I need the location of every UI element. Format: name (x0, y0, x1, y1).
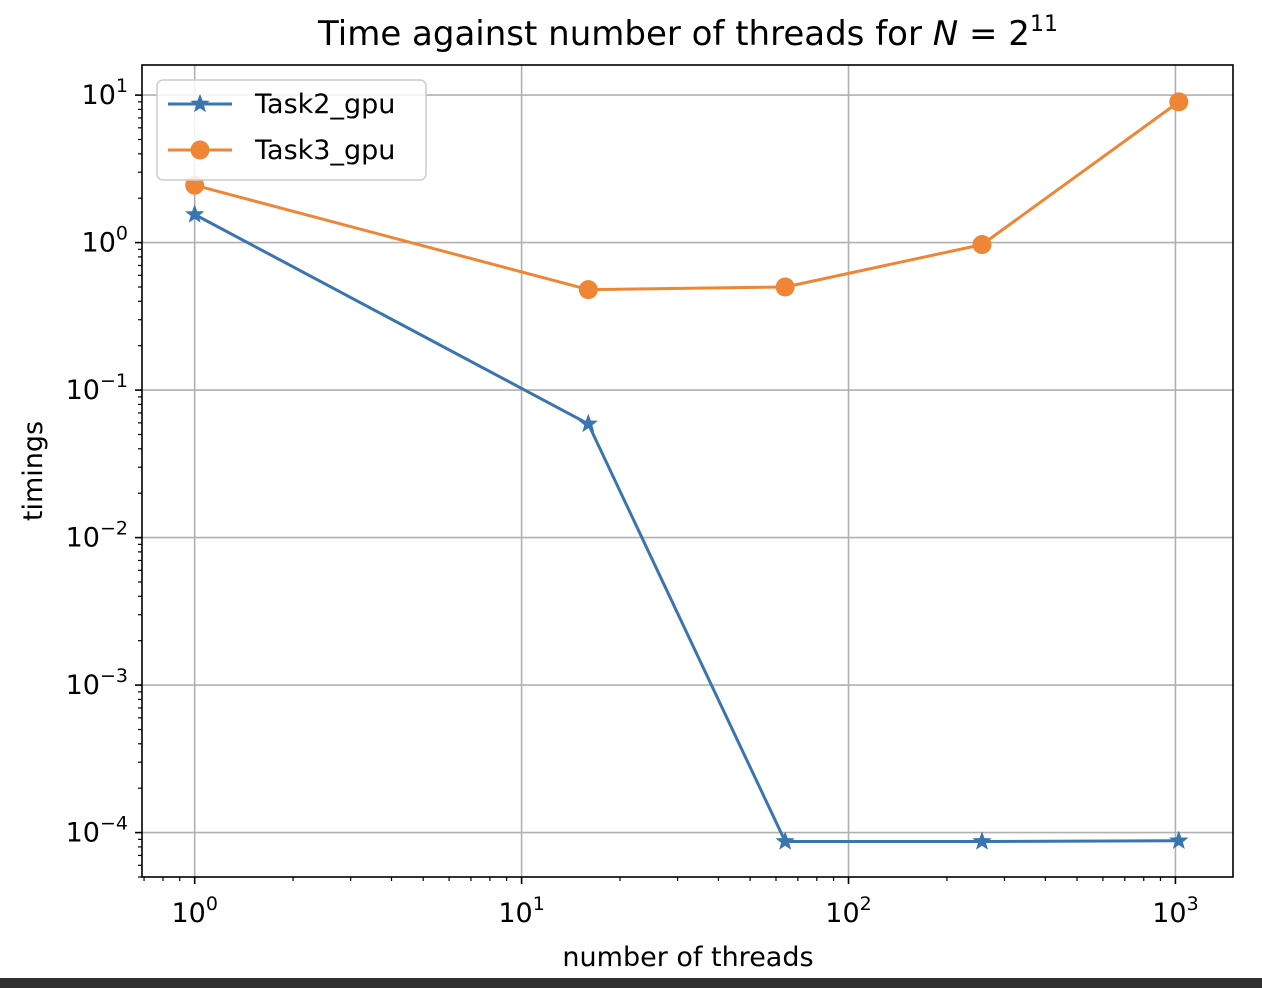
legend-label-task3: Task3_gpu (254, 135, 395, 166)
legend: Task2_gpu Task3_gpu (156, 79, 427, 181)
x-tick-label: 100 (171, 893, 217, 929)
y-tick-label: 10−1 (66, 370, 128, 406)
y-tick-label: 10−4 (66, 813, 128, 849)
x-axis-label: number of threads (562, 942, 813, 973)
x-tick-label: 101 (498, 893, 544, 929)
title-text: Time against number of threads for (317, 14, 933, 54)
y-tick-label: 101 (82, 75, 128, 111)
legend-marker-task3 (190, 140, 210, 160)
x-tick-label: 102 (825, 893, 871, 929)
legend-marker-symbol (190, 93, 210, 113)
title-rel: = 2 (958, 14, 1030, 54)
series-layer (185, 92, 1189, 850)
data-point-task2_gpu (185, 204, 205, 223)
title-exp: 11 (1030, 12, 1058, 37)
y-tick-labels: 101 100 10−1 10−2 10−3 10−4 (66, 75, 128, 848)
data-point-task2_gpu (775, 831, 795, 850)
y-axis-label: timings (18, 421, 49, 521)
legend-marker-symbol (190, 140, 210, 160)
x-tick-label: 103 (1152, 893, 1198, 929)
data-point-task3_gpu (972, 235, 992, 255)
title-var: N (933, 14, 958, 54)
chart-title: Time against number of threads for N = 2… (317, 12, 1058, 54)
y-tick-label: 100 (82, 223, 128, 259)
plot-frame (141, 64, 1234, 878)
data-point-task2_gpu (578, 413, 598, 433)
data-point-task2_gpu (1169, 830, 1189, 849)
bottom-bar (0, 978, 1262, 988)
x-tick-labels: 100 101 102 103 (171, 893, 1198, 929)
y-tick-label: 10−2 (66, 518, 128, 554)
data-point-task3_gpu (775, 277, 795, 297)
series-line-task2_gpu (193, 213, 1179, 843)
minor-ticks (138, 101, 1162, 881)
major-ticks (135, 94, 1177, 884)
legend-label-task2: Task2_gpu (254, 89, 395, 120)
grid-lines (142, 65, 1233, 877)
legend-marker-task2 (190, 93, 210, 113)
data-point-task3_gpu (578, 280, 598, 300)
y-tick-label: 10−3 (66, 665, 128, 701)
data-point-task3_gpu (1169, 92, 1189, 112)
data-point-task2_gpu (972, 831, 992, 850)
